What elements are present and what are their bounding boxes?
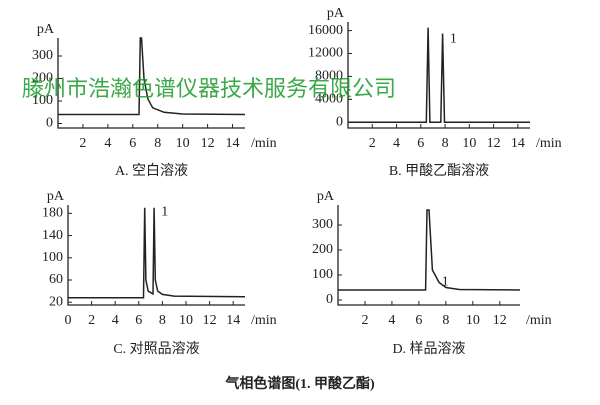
y-tick-label: 0	[46, 116, 53, 131]
panel-caption: D. 样品溶液	[392, 341, 465, 357]
y-axis-label: pA	[37, 22, 55, 37]
x-tick-label: 4	[104, 136, 111, 151]
x-tick-label: 14	[226, 313, 240, 328]
peak-label: 1	[450, 31, 457, 46]
axes	[337, 205, 520, 306]
peak-label: 1	[442, 275, 449, 290]
y-tick-label: 8000	[315, 69, 343, 84]
y-axis-label: pA	[47, 189, 65, 204]
x-tick-label: 6	[129, 136, 136, 151]
y-tick-label: 200	[32, 71, 53, 86]
chromatogram-line	[58, 37, 246, 116]
y-tick-label: 20	[49, 294, 63, 309]
peak-label: 1	[161, 204, 168, 219]
chromatogram-line	[348, 27, 530, 124]
x-tick-label: 6	[417, 136, 424, 151]
figure-caption: 气相色谱图(1. 甲酸乙酯)	[224, 375, 375, 392]
x-tick-label: 8	[442, 313, 449, 328]
x-tick-label: 2	[361, 313, 368, 328]
x-tick-label: 10	[462, 136, 476, 151]
y-tick-label: 200	[312, 242, 333, 257]
x-axis-label: /min	[251, 136, 277, 151]
x-tick-label: 10	[466, 313, 480, 328]
y-tick-label: 100	[312, 267, 333, 282]
chromatogram-line	[68, 207, 246, 299]
x-tick-label: 10	[176, 136, 190, 151]
y-tick-label: 180	[42, 206, 63, 221]
x-tick-label: 4	[393, 136, 400, 151]
x-tick-label: 12	[203, 313, 217, 328]
axes	[67, 205, 245, 306]
panel-caption: A. 空白溶液	[115, 163, 188, 179]
x-tick-label: 8	[159, 313, 166, 328]
x-tick-label: 14	[511, 136, 525, 151]
x-axis-label: /min	[251, 313, 277, 328]
x-tick-label: 6	[415, 313, 422, 328]
y-axis-label: pA	[317, 189, 335, 204]
x-tick-label: 8	[442, 136, 449, 151]
y-tick-label: 140	[42, 228, 63, 243]
x-tick-label: 12	[493, 313, 507, 328]
y-tick-label: 300	[312, 217, 333, 232]
y-tick-label: 12000	[308, 46, 343, 61]
x-tick-label: 10	[179, 313, 193, 328]
x-tick-label: 4	[388, 313, 395, 328]
x-tick-label: 12	[487, 136, 501, 151]
x-tick-label: 4	[112, 313, 119, 328]
x-tick-label: 2	[369, 136, 376, 151]
panel-caption: C. 对照品溶液	[113, 341, 199, 357]
x-tick-label: 8	[154, 136, 161, 151]
y-tick-label: 0	[326, 292, 333, 307]
x-tick-label: 2	[79, 136, 86, 151]
panel-caption: B. 甲酸乙酯溶液	[389, 163, 489, 179]
y-axis-label: pA	[327, 6, 345, 21]
x-axis-label: /min	[536, 136, 562, 151]
y-tick-label: 60	[49, 272, 63, 287]
x-axis-label: /min	[526, 313, 552, 328]
y-tick-label: 100	[42, 250, 63, 265]
y-tick-label: 0	[336, 114, 343, 129]
y-tick-label: 4000	[315, 92, 343, 107]
chromatogram-line	[338, 209, 521, 291]
x-tick-label: 2	[88, 313, 95, 328]
axes	[347, 22, 530, 129]
x-tick-label: 6	[135, 313, 142, 328]
x-tick-label: 14	[226, 136, 240, 151]
y-tick-label: 100	[32, 93, 53, 108]
y-tick-label: 300	[32, 48, 53, 63]
x-tick-label: 0	[65, 313, 72, 328]
watermark: 滕州市浩瀚色谱仪器技术服务有限公司	[22, 77, 396, 102]
y-tick-label: 16000	[308, 23, 343, 38]
x-tick-label: 12	[201, 136, 215, 151]
